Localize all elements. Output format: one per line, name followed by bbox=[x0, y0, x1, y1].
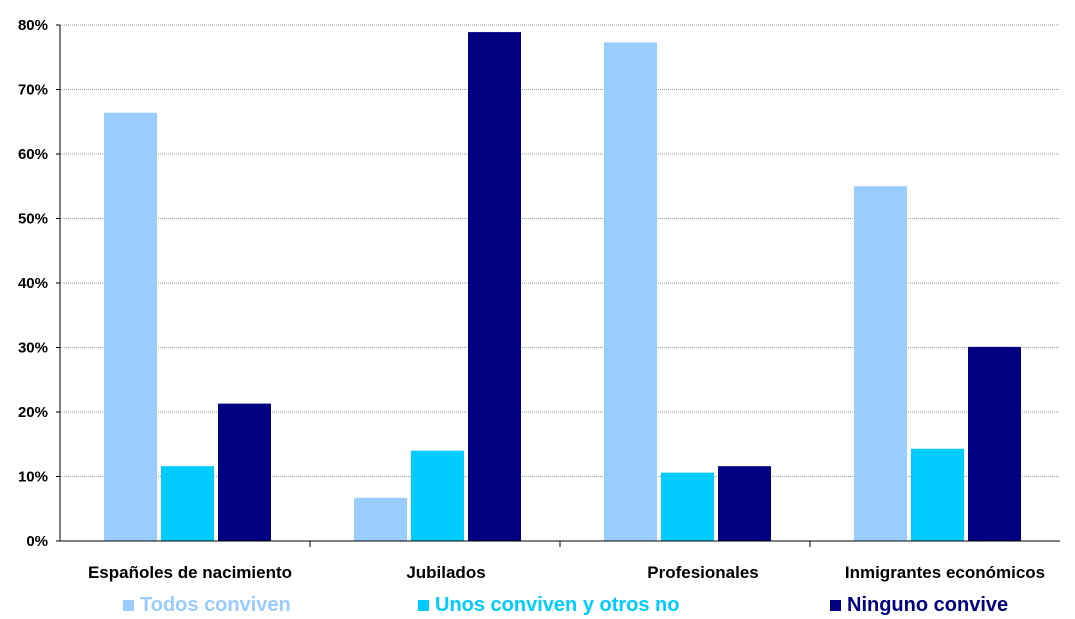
bar bbox=[604, 42, 657, 541]
y-tick-label: 60% bbox=[18, 146, 48, 163]
x-category-labels: Españoles de nacimiento Jubilados Profesio… bbox=[88, 541, 1045, 582]
y-tick-label: 80% bbox=[18, 17, 48, 34]
bar bbox=[411, 450, 464, 541]
y-tick-label: 30% bbox=[18, 340, 48, 357]
x-category-label: Profesionales bbox=[647, 563, 759, 582]
bar bbox=[104, 112, 157, 541]
legend-label: Ninguno convive bbox=[847, 594, 1008, 616]
y-tick-label: 10% bbox=[18, 469, 48, 486]
x-category-label: Españoles de nacimiento bbox=[88, 563, 292, 582]
bars bbox=[104, 32, 1021, 541]
legend: Todos conviven Unos conviven y otros no Ni… bbox=[123, 594, 1008, 616]
gridlines bbox=[60, 24, 1060, 477]
legend-label: Todos conviven bbox=[140, 594, 291, 616]
legend-swatch bbox=[830, 600, 841, 611]
y-tick-label: 70% bbox=[18, 82, 48, 99]
bar bbox=[354, 497, 407, 541]
y-tick-label: 50% bbox=[18, 211, 48, 228]
bar bbox=[218, 403, 271, 541]
y-tick-label: 40% bbox=[18, 275, 48, 292]
bar bbox=[661, 472, 714, 541]
x-category-label: Jubilados bbox=[406, 563, 485, 582]
legend-label: Unos conviven y otros no bbox=[435, 594, 679, 616]
y-tick-labels: 0% 10% 20% 30% 40% 50% 60% 70% 80% bbox=[18, 17, 60, 550]
legend-swatch bbox=[123, 600, 134, 611]
legend-swatch bbox=[418, 600, 429, 611]
bar bbox=[718, 466, 771, 541]
bar bbox=[161, 466, 214, 541]
bar bbox=[854, 186, 907, 541]
bar bbox=[968, 346, 1021, 541]
bar bbox=[911, 448, 964, 541]
y-tick-label: 0% bbox=[26, 533, 48, 550]
bar bbox=[468, 32, 521, 541]
x-category-label: Inmigrantes económicos bbox=[845, 563, 1045, 582]
y-tick-label: 20% bbox=[18, 404, 48, 421]
